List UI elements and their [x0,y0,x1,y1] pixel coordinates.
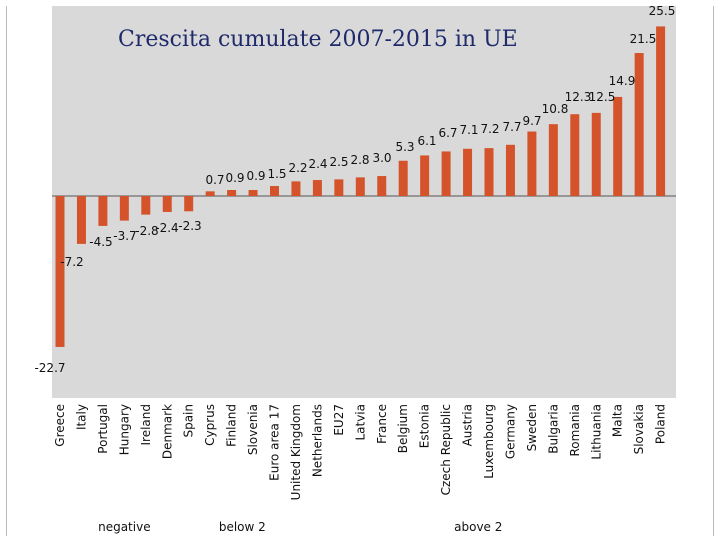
bar-germany [505,144,515,196]
data-label: -22.7 [34,361,65,375]
bar-poland [656,26,666,196]
bar-lithuania [591,112,601,196]
category-label: Belgium [396,404,410,453]
bar-luxembourg [484,148,494,196]
data-label: 21.5 [630,32,657,46]
category-label: Latvia [353,404,367,441]
bars [55,26,666,347]
category-label: Luxembourg [482,404,496,479]
bar-france [377,176,387,196]
data-label: 2.5 [329,155,348,169]
data-label: -7.2 [60,255,83,269]
data-labels: -22.7-7.2-4.5 -3.7-2.8-2.4 -2.30.7 0.9 0.9 1.… [34,4,675,375]
data-label: 2.8 [350,153,369,167]
data-label: -4.5 [89,235,112,249]
category-label: Sweden [525,404,539,451]
category-label: Spain [182,404,196,438]
category-label: Czech Republic [439,404,453,495]
bar-hungary [119,196,129,221]
bar-bulgaria [548,124,558,196]
bar-ireland [141,196,151,215]
category-label: Netherlands [310,404,324,477]
category-label: Slovakia [632,404,646,454]
bar-eu27 [334,179,344,196]
data-label: 12.3 [565,90,592,104]
bar-portugal [98,196,108,226]
bar-united-kingdom [291,181,301,196]
bar-belgium [398,160,408,196]
bar-austria [463,148,473,196]
bar-slovakia [634,53,644,197]
data-label: 1.5 [267,167,286,181]
data-label: 7.2 [480,122,499,136]
category-labels: Greece Italy Portugal Hungary Ireland Denmark… [53,404,668,500]
category-label: Portugal [96,404,110,454]
category-label: Finland [225,404,239,447]
data-label: 3.0 [372,151,391,165]
category-label: Euro area 17 [268,404,282,481]
data-label: 7.1 [459,123,478,137]
bar-slovenia [248,190,258,196]
data-label: 5.3 [395,140,414,154]
category-label: Lithuania [589,404,603,460]
slide-frame [6,6,714,536]
category-label: Austria [461,404,475,446]
category-label: Romania [568,404,582,456]
data-label: 10.8 [542,102,569,116]
bar-euro-area-17 [270,186,279,196]
category-label: United Kingdom [289,404,303,500]
bar-denmark [162,196,172,212]
data-label: 25.5 [649,4,676,18]
category-label: Ireland [139,404,153,446]
category-label: EU27 [332,404,346,436]
category-label: Greece [53,404,67,447]
data-label: 2.4 [308,157,327,171]
data-label: 14.9 [609,74,636,88]
category-label: Italy [74,404,88,430]
bar-spain [184,196,194,212]
category-label: France [375,404,389,444]
category-label: Poland [654,404,668,444]
group-labels: negative below 2 above 2 [98,520,502,534]
group-label: below 2 [219,520,266,534]
category-label: Hungary [117,404,131,455]
category-label: Germany [503,404,517,459]
data-label: -2.8 [135,224,158,238]
data-label: 0.9 [246,169,265,183]
bar-sweden [527,131,537,196]
category-label: Bulgaria [546,404,560,454]
category-label: Cyprus [203,404,217,446]
bar-estonia [420,155,430,196]
data-label: 0.7 [205,173,224,187]
data-label: 6.1 [417,134,436,148]
data-label: 12.5 [589,90,616,104]
bar-netherlands [312,180,322,196]
group-label: negative [98,520,150,534]
data-label: 7.7 [502,120,521,134]
category-label: Malta [611,404,625,437]
data-label: 6.7 [438,126,457,140]
bar-finland [227,190,237,196]
data-label: -3.7 [113,229,136,243]
bar-greece [55,196,65,347]
data-label: 2.2 [288,161,307,175]
data-label: -2.4 [155,221,178,235]
bar-italy [76,196,86,244]
chart-title: Crescita cumulate 2007-2015 in UE [118,27,518,52]
data-label: -2.3 [178,219,201,233]
bar-cyprus [205,191,215,196]
category-label: Estonia [418,404,432,448]
bar-czech-republic [441,151,451,196]
bar-romania [570,114,580,196]
data-label: 0.9 [225,171,244,185]
data-label: 9.7 [522,114,541,128]
bar-malta [613,96,623,196]
bar-latvia [355,177,365,196]
plot-area [52,6,676,398]
group-label: above 2 [454,520,502,534]
category-label: Denmark [160,404,174,459]
category-label: Slovenia [246,404,260,455]
